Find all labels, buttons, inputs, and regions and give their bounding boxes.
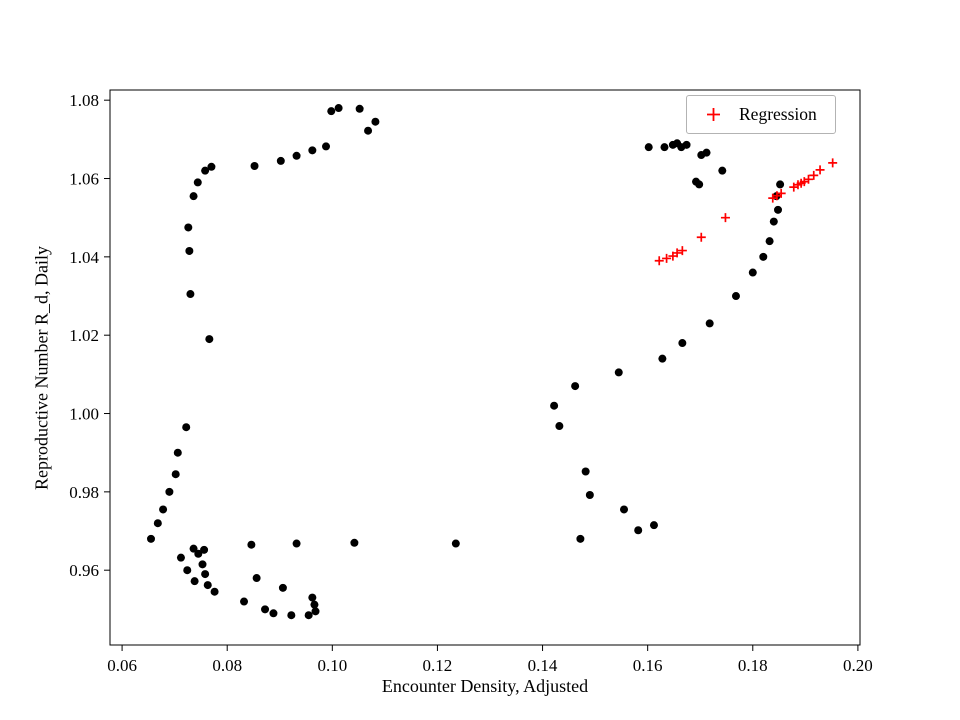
svg-text:0.08: 0.08	[212, 656, 242, 675]
svg-text:0.18: 0.18	[738, 656, 768, 675]
svg-text:0.16: 0.16	[633, 656, 663, 675]
y-axis-label: Reproductive Number R_d, Daily	[31, 246, 52, 490]
svg-text:0.06: 0.06	[107, 656, 137, 675]
svg-text:1.08: 1.08	[69, 91, 99, 110]
x-axis-label: Encounter Density, Adjusted	[381, 676, 589, 696]
svg-text:0.14: 0.14	[528, 656, 558, 675]
svg-text:0.96: 0.96	[69, 561, 99, 580]
svg-text:0.12: 0.12	[423, 656, 453, 675]
svg-text:0.20: 0.20	[843, 656, 873, 675]
legend-label: Regression	[739, 104, 817, 124]
svg-text:1.00: 1.00	[69, 405, 99, 424]
svg-text:1.06: 1.06	[69, 170, 99, 189]
svg-text:1.02: 1.02	[69, 326, 99, 345]
svg-text:0.10: 0.10	[317, 656, 347, 675]
legend: Regression	[686, 95, 836, 134]
svg-text:1.04: 1.04	[69, 248, 99, 267]
svg-text:0.98: 0.98	[69, 483, 99, 502]
regression-plus-icon	[707, 108, 720, 121]
